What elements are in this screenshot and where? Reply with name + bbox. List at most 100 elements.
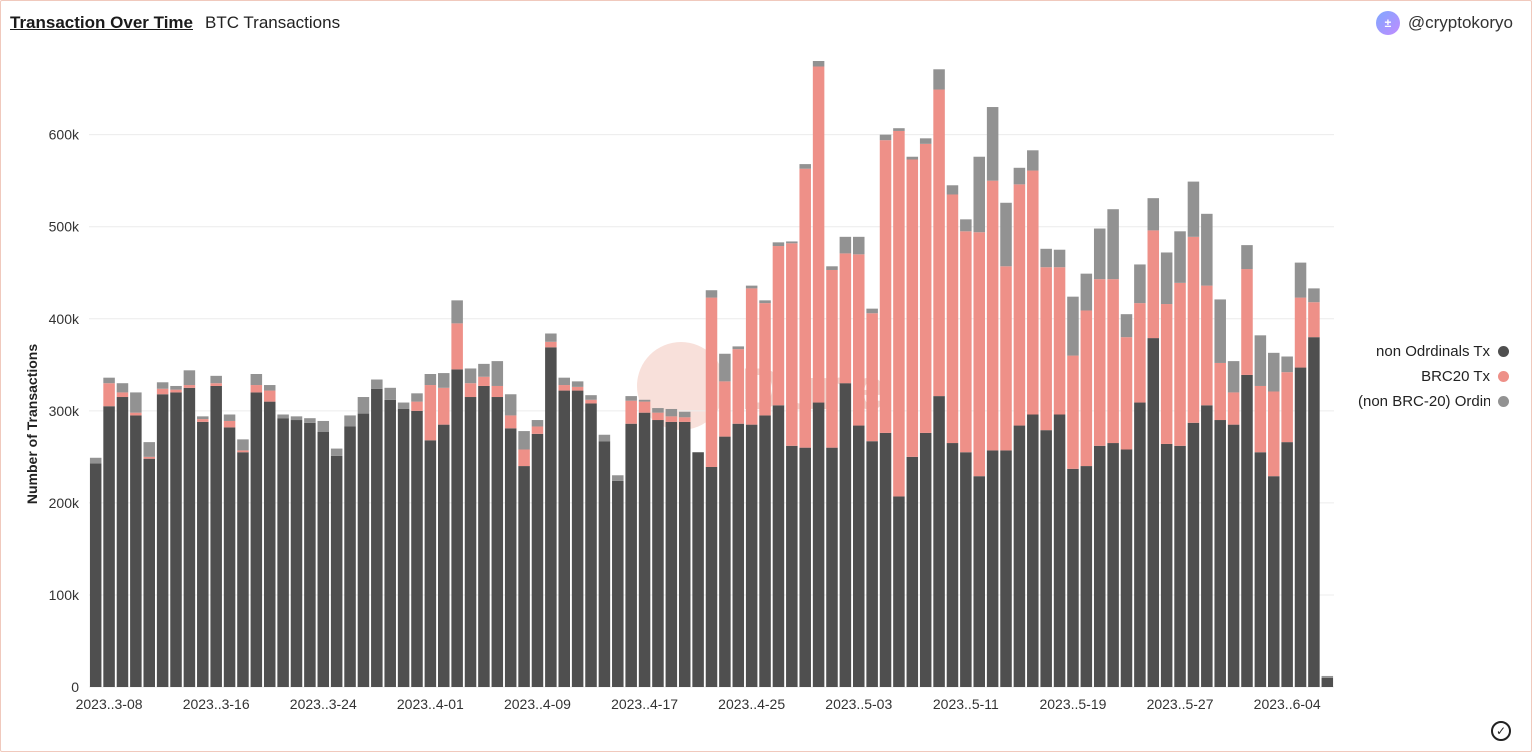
bar-segment-non-ordinals (491, 397, 504, 687)
x-tick-label: 2023..4-01 (397, 696, 464, 712)
bar-segment-non-brc20-ordinals (652, 408, 664, 413)
bar-segment-non-brc20-ordinals (170, 385, 182, 390)
bar-segment-non-ordinals (1187, 422, 1200, 687)
bar-segment-brc20 (719, 381, 731, 437)
bar-segment-non-brc20-ordinals (156, 382, 169, 389)
bar-segment-non-brc20-ordinals (130, 392, 142, 413)
bar-segment-non-brc20-ordinals (665, 408, 678, 417)
bar-segment-non-ordinals (652, 420, 664, 687)
bar-segment-brc20 (1281, 372, 1293, 443)
bar-segment-non-ordinals (210, 385, 222, 687)
bar-segment-non-ordinals (1134, 402, 1146, 687)
chart-legend: non Odrdinals Tx BRC20 Tx (non BRC-20) O… (1309, 341, 1509, 412)
bar-segment-non-brc20-ordinals (210, 375, 222, 384)
bar-segment-non-ordinals (732, 423, 745, 687)
legend-item-non-ordinals[interactable]: non Odrdinals Tx (1376, 341, 1509, 362)
bar-segment-non-ordinals (906, 456, 919, 687)
bar-segment-non-ordinals (933, 396, 945, 687)
bar-segment-non-ordinals (344, 426, 356, 687)
chart-title-tab[interactable]: Transaction Over Time (10, 13, 193, 32)
bar-segment-brc20 (197, 419, 209, 422)
bar-segment-brc20 (183, 385, 196, 388)
bar-segment-brc20 (745, 288, 758, 425)
bar-segment-brc20 (1214, 362, 1226, 421)
author-link[interactable]: ± @cryptokoryo (1375, 11, 1513, 35)
bar-segment-non-brc20-ordinals (277, 414, 289, 419)
x-tick-label: 2023..4-17 (611, 696, 678, 712)
legend-dot (1498, 396, 1509, 407)
bar-segment-non-brc20-ordinals (1067, 296, 1079, 356)
legend-dot (1498, 371, 1509, 382)
legend-label: BRC20 Tx (1421, 368, 1490, 385)
bar-segment-non-brc20-ordinals (1134, 264, 1146, 304)
bar-segment-brc20 (866, 313, 878, 442)
bar-segment-non-ordinals (438, 424, 450, 687)
y-tick-label: 600k (49, 127, 80, 143)
bar-segment-brc20 (263, 390, 276, 402)
bar-segment-brc20 (1053, 267, 1066, 415)
bar-segment-non-brc20-ordinals (545, 333, 557, 342)
bar-segment-brc20 (558, 385, 570, 391)
bar-segment-non-ordinals (504, 428, 517, 687)
y-tick-label: 300k (49, 403, 80, 419)
bar-segment-brc20 (652, 412, 664, 421)
bar-segment-brc20 (504, 415, 517, 429)
bar-segment-brc20 (1147, 230, 1160, 339)
bar-segment-non-brc20-ordinals (812, 61, 825, 67)
bar-segment-non-ordinals (143, 458, 155, 687)
bar-segment-brc20 (1027, 170, 1039, 415)
bar-segment-brc20 (919, 143, 932, 433)
bar-segment-brc20 (585, 399, 597, 404)
bar-segment-brc20 (170, 389, 182, 393)
bar-segment-non-brc20-ordinals (411, 393, 423, 402)
bar-segment-brc20 (759, 303, 771, 416)
bar-segment-non-ordinals (1040, 430, 1052, 687)
bar-segment-non-ordinals (1227, 424, 1240, 687)
bar-segment-non-ordinals (1067, 468, 1079, 687)
bar-segment-non-brc20-ordinals (786, 241, 798, 244)
bar-segment-non-brc20-ordinals (250, 374, 263, 386)
bar-segment-brc20 (638, 401, 651, 413)
bar-segment-non-brc20-ordinals (371, 379, 383, 389)
bar-segment-non-brc20-ordinals (397, 402, 410, 409)
bar-segment-brc20 (678, 417, 691, 422)
bar-segment-non-ordinals (853, 425, 865, 687)
bar-segment-brc20 (665, 416, 678, 422)
bar-segment-non-ordinals (960, 452, 972, 687)
y-tick-label: 200k (49, 495, 80, 511)
bar-segment-brc20 (960, 231, 972, 453)
bar-segment-non-ordinals (317, 431, 330, 687)
bar-segment-non-brc20-ordinals (451, 300, 463, 324)
checkmark-circle-icon[interactable]: ✓ (1491, 721, 1511, 741)
x-tick-label: 2023..3-16 (183, 696, 250, 712)
bar-segment-brc20 (223, 420, 236, 428)
bar-segment-non-brc20-ordinals (1053, 249, 1066, 268)
bar-segment-non-ordinals (745, 424, 758, 687)
bar-segment-non-brc20-ordinals (678, 411, 691, 418)
chart-subtitle: BTC Transactions (204, 13, 341, 32)
legend-item-brc20[interactable]: BRC20 Tx (1421, 366, 1509, 387)
bar-segment-non-brc20-ordinals (304, 418, 316, 423)
bar-segment-non-ordinals (1321, 677, 1334, 687)
legend-item-non-brc20-ordinals[interactable]: (non BRC-20) Ordinals Tx (1358, 391, 1509, 412)
bar-segment-non-ordinals (986, 450, 999, 687)
bar-segment-brc20 (1160, 304, 1173, 444)
bar-segment-non-brc20-ordinals (866, 308, 878, 314)
bar-segment-brc20 (1187, 236, 1200, 423)
bar-segment-non-ordinals (223, 427, 236, 687)
bar-segment-brc20 (1107, 279, 1119, 444)
bar-segment-non-brc20-ordinals (1080, 273, 1093, 311)
bar-segment-brc20 (1254, 385, 1267, 453)
bar-segment-brc20 (1308, 302, 1320, 338)
bar-segment-non-brc20-ordinals (223, 414, 236, 421)
author-handle: @cryptokoryo (1407, 13, 1513, 32)
bar-segment-non-ordinals (1241, 374, 1253, 687)
bar-segment-brc20 (424, 385, 437, 441)
bar-segment-non-brc20-ordinals (438, 373, 450, 388)
bar-segment-non-brc20-ordinals (357, 397, 370, 414)
bar-segment-non-brc20-ordinals (504, 394, 517, 416)
bar-segment-non-ordinals (946, 443, 959, 687)
bar-segment-brc20 (826, 269, 838, 448)
bar-segment-non-ordinals (826, 447, 838, 687)
